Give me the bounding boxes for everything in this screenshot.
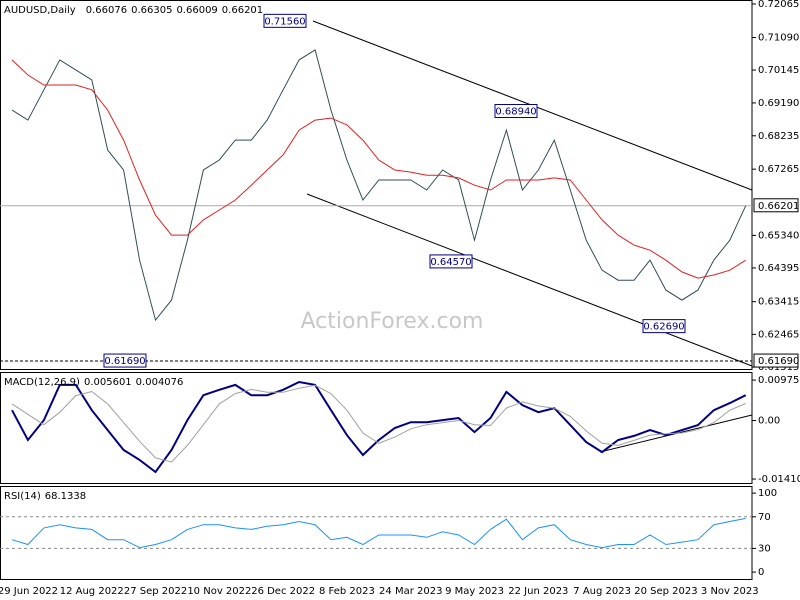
annotation-label: 0.62690 (643, 322, 684, 333)
series-line (11, 517, 746, 549)
y-tick-label: -0.014107 (758, 474, 800, 485)
header-value: 68.1338 (45, 491, 86, 502)
y-tick-label: 0.65340 (758, 230, 799, 241)
panel-title: MACD(12,26,9) (4, 377, 80, 388)
x-tick-label: 9 May 2023 (445, 586, 504, 597)
panel-title: AUDUSD,Daily (4, 5, 76, 16)
panel-header: RSI(14) 68.1338 (4, 491, 86, 502)
annotation-label: 0.64570 (430, 257, 471, 268)
y-tick-label: 30 (758, 543, 771, 554)
annotation-box (103, 353, 147, 368)
y-tick-label: 0.61515 (758, 362, 799, 373)
y-tick-label: 0.69190 (758, 98, 799, 109)
x-tick-label: 8 Feb 2023 (319, 586, 375, 597)
y-tick-label: 0.68235 (758, 131, 799, 142)
annotation-box (642, 319, 686, 334)
y-tick-label: 100 (758, 488, 777, 499)
x-tick-label: 27 Sep 2022 (124, 586, 187, 597)
x-tick-label: 20 Sep 2023 (634, 586, 697, 597)
y-tick-label: 70 (758, 512, 771, 523)
price-line-label: 0.66201 (758, 201, 799, 212)
panel-title: RSI(14) (4, 491, 41, 502)
panel-frame (0, 0, 753, 370)
x-tick-label: 10 Nov 2022 (187, 586, 251, 597)
panel-header: AUDUSD,Daily 0.66076 0.66305 0.66009 0.66201 (4, 5, 263, 16)
x-tick-label: 7 Aug 2023 (573, 586, 631, 597)
y-tick-label: 0.62465 (758, 329, 799, 340)
annotation-box (263, 13, 307, 28)
x-tick-label: 29 Jun 2022 (0, 586, 58, 597)
x-tick-label: 12 Aug 2022 (60, 586, 124, 597)
annotation-label: 0.68940 (495, 107, 536, 118)
y-tick-label: 0.63415 (758, 297, 799, 308)
x-tick-label: 3 Nov 2023 (701, 586, 759, 597)
y-tick-label: 0.71090 (758, 33, 799, 44)
annotation-box (429, 254, 473, 269)
price-line-box (753, 353, 799, 368)
price-line-box (753, 198, 799, 213)
header-value: 0.004076 (136, 377, 184, 388)
y-tick-label: 0.67265 (758, 164, 799, 175)
header-value: 0.66076 (86, 5, 127, 16)
panel-header: MACD(12,26,9) 0.005601 0.004076 (4, 377, 183, 388)
y-tick-label: 0.72065 (758, 0, 799, 10)
annotation-label: 0.61690 (104, 356, 145, 367)
y-tick-label: 0 (758, 567, 764, 578)
series-line (11, 59, 746, 279)
y-tick-label: 0.00 (758, 416, 780, 427)
x-tick-label: 26 Dec 2022 (251, 586, 315, 597)
watermark: ActionForex.com (301, 309, 484, 334)
panel-frame (0, 372, 753, 484)
price-line-label: 0.61690 (758, 356, 799, 367)
annotation-box (494, 104, 538, 119)
header-value: 0.66009 (176, 5, 217, 16)
series-line (11, 380, 747, 474)
annotation-label: 0.71560 (264, 16, 305, 27)
channel-line (306, 193, 753, 367)
header-value: 0.66201 (222, 5, 263, 16)
panel-frame (0, 486, 753, 580)
header-value: 0.005601 (84, 377, 132, 388)
y-tick-label: 0.009751 (758, 375, 800, 386)
series-line (11, 49, 747, 322)
x-tick-label: 22 Jun 2023 (508, 586, 568, 597)
header-value: 0.66305 (131, 5, 172, 16)
series-line (11, 384, 746, 463)
x-tick-label: 24 Mar 2023 (379, 586, 442, 597)
y-tick-label: 0.70145 (758, 65, 799, 76)
y-tick-label: 0.64395 (758, 263, 799, 274)
